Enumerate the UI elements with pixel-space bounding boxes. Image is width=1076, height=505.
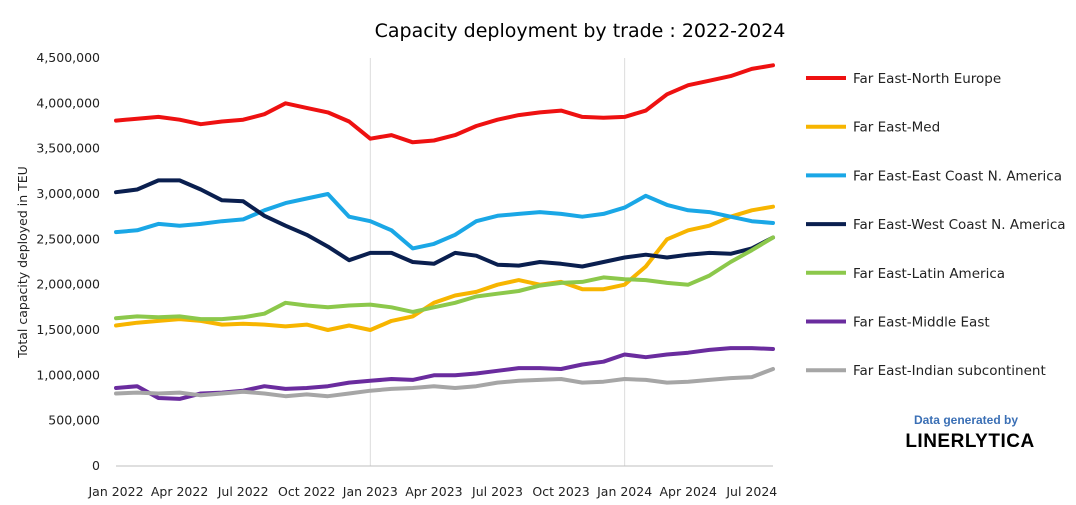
gridlines (116, 58, 773, 467)
series-line-far-east-indian-subcontinent (114, 367, 775, 399)
y-tick-label: 500,000 (48, 413, 100, 428)
series-lines (114, 63, 775, 401)
legend-label-far-east-east-coast-n-america: Far East-East Coast N. America (853, 168, 1062, 184)
x-tick-label: Jan 2022 (87, 484, 143, 499)
x-tick-label: Jul 2022 (217, 484, 269, 499)
y-tick-label: 3,500,000 (36, 141, 100, 156)
x-tick-label: Apr 2022 (151, 484, 208, 499)
x-tick-label: Jul 2024 (725, 484, 777, 499)
x-tick-label: Jan 2023 (342, 484, 398, 499)
legend-label-far-east-med: Far East-Med (853, 120, 940, 136)
legend-label-far-east-west-coast-n-america: Far East-West Coast N. America (853, 217, 1066, 233)
series-line-far-east-latin-america (114, 235, 775, 322)
y-tick-label: 0 (92, 458, 100, 473)
y-tick-label: 2,000,000 (36, 277, 100, 292)
x-tick-label: Jan 2024 (596, 484, 652, 499)
credit-line1: Data generated by (914, 413, 1018, 427)
credit-line2: LINERLYTICA (905, 431, 1034, 452)
legend-label-far-east-north-europe: Far East-North Europe (853, 71, 1001, 87)
credit: Data generated by LINERLYTICA (905, 413, 1034, 452)
y-tick-label: 1,500,000 (36, 322, 100, 337)
y-axis-label: Total capacity deployed in TEU (15, 166, 30, 359)
x-tick-label: Oct 2022 (278, 484, 335, 499)
chart-title: Capacity deployment by trade : 2022-2024 (375, 20, 786, 42)
series-line-far-east-north-europe (114, 63, 775, 145)
legend-label-far-east-latin-america: Far East-Latin America (853, 266, 1005, 282)
y-tick-label: 4,000,000 (36, 95, 100, 110)
legend: Far East-North Europe Far East-Med Far Eas… (806, 71, 1066, 379)
series-line-far-east-west-coast-n-america (114, 178, 775, 269)
x-tick-label: Jul 2023 (471, 484, 523, 499)
legend-label-far-east-middle-east: Far East-Middle East (853, 315, 990, 331)
series-line-far-east-middle-east (114, 346, 775, 401)
x-tick-label: Apr 2023 (405, 484, 462, 499)
x-tick-label: Oct 2023 (532, 484, 589, 499)
x-axis-ticks: Jan 2022 Apr 2022 Jul 2022 Oct 2022 Jan 2023… (87, 484, 777, 499)
y-tick-label: 3,000,000 (36, 186, 100, 201)
series-line-far-east-east-coast-n-america (114, 192, 775, 251)
y-tick-label: 2,500,000 (36, 231, 100, 246)
series-line-far-east-med (114, 204, 775, 332)
x-tick-label: Apr 2024 (660, 484, 717, 499)
y-tick-label: 4,500,000 (36, 50, 100, 65)
y-tick-label: 1,000,000 (36, 367, 100, 382)
y-axis-ticks: 0 500,000 1,000,000 1,500,000 2,000,000 2,500… (36, 50, 100, 473)
legend-label-far-east-indian-subcontinent: Far East-Indian subcontinent (853, 363, 1046, 379)
